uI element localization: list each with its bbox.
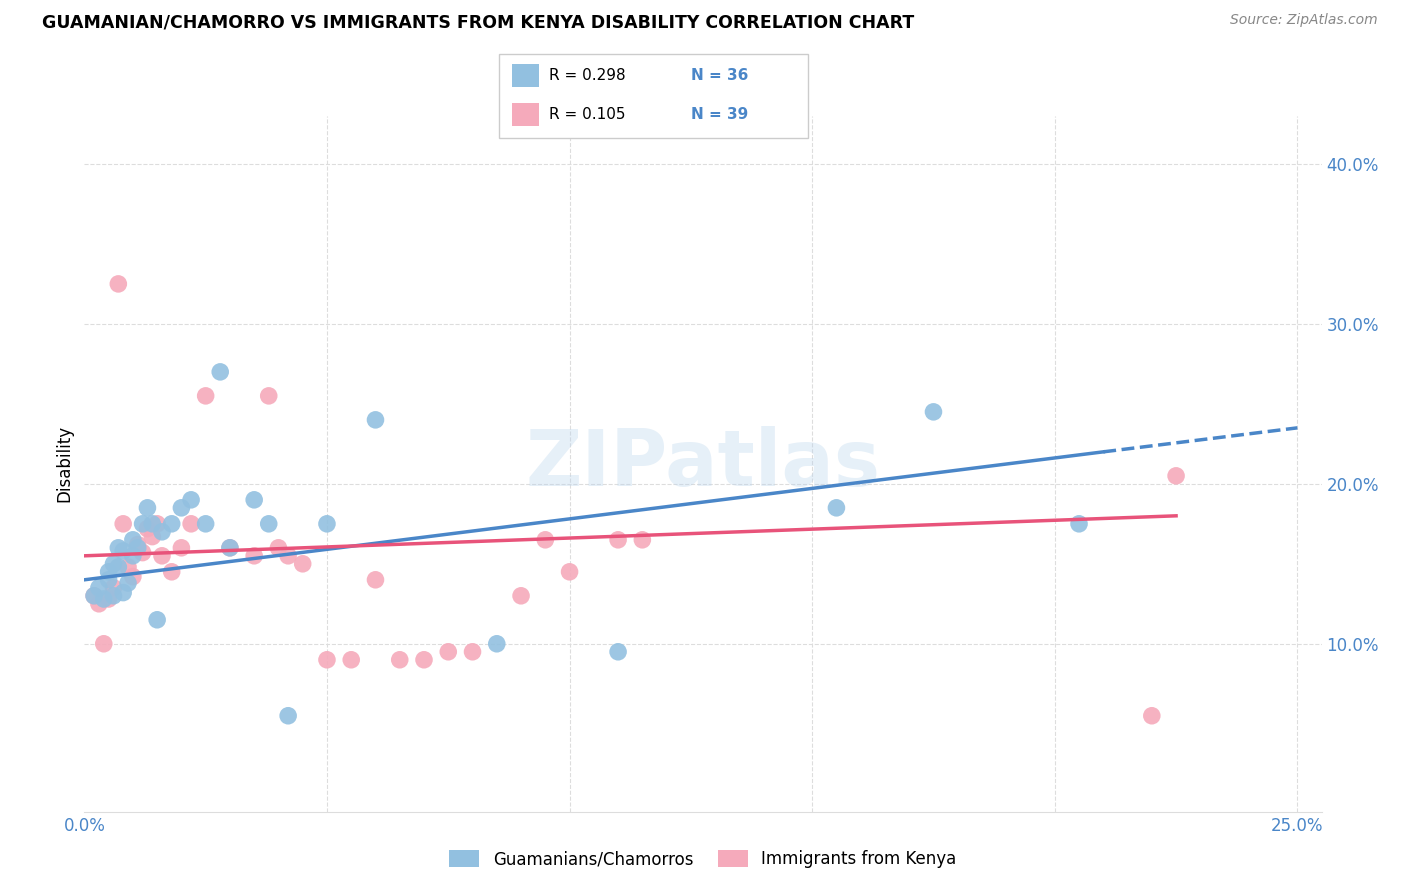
Point (122, 569, 145, 583)
Point (180, 492, 202, 507)
Point (607, 533, 630, 547)
Point (209, 365, 232, 379)
Text: N = 36: N = 36 (690, 68, 748, 83)
Point (257, 516, 280, 531)
Point (117, 576, 139, 591)
Point (141, 530, 163, 544)
Legend: Guamanians/Chamorros, Immigrants from Kenya: Guamanians/Chamorros, Immigrants from Ke… (443, 843, 963, 875)
Point (364, 573, 387, 587)
Point (127, 541, 149, 555)
Point (180, 516, 202, 531)
Point (194, 389, 217, 403)
Point (267, 541, 290, 555)
Point (340, 653, 363, 667)
Point (83, 589, 105, 603)
Point (534, 533, 557, 547)
Point (107, 277, 129, 291)
Text: GUAMANIAN/CHAMORRO VS IMMIGRANTS FROM KENYA DISABILITY CORRELATION CHART: GUAMANIAN/CHAMORRO VS IMMIGRANTS FROM KE… (42, 13, 914, 31)
FancyBboxPatch shape (499, 54, 808, 138)
FancyBboxPatch shape (512, 103, 540, 127)
Point (103, 557, 125, 571)
Point (461, 645, 484, 659)
Point (277, 708, 299, 723)
Text: R = 0.105: R = 0.105 (548, 107, 626, 122)
Point (257, 389, 280, 403)
Point (141, 516, 163, 531)
Text: N = 39: N = 39 (690, 107, 748, 122)
Point (136, 522, 159, 536)
Point (607, 645, 630, 659)
Point (107, 560, 129, 574)
Point (93, 592, 115, 607)
Point (388, 653, 411, 667)
Point (243, 492, 266, 507)
FancyBboxPatch shape (512, 63, 540, 87)
Point (510, 589, 533, 603)
Point (437, 645, 460, 659)
Point (364, 413, 387, 427)
Point (219, 541, 242, 555)
Point (485, 637, 508, 651)
Point (922, 405, 945, 419)
Point (136, 500, 159, 515)
Text: R = 0.298: R = 0.298 (548, 68, 626, 83)
Point (131, 546, 153, 560)
Point (243, 549, 266, 563)
Point (87, 597, 110, 611)
Point (316, 516, 339, 531)
Point (97, 573, 120, 587)
Point (219, 541, 242, 555)
Point (112, 585, 135, 599)
Text: ZIPatlas: ZIPatlas (526, 425, 880, 502)
Point (83, 589, 105, 603)
Point (316, 653, 339, 667)
Point (103, 581, 125, 595)
Point (277, 549, 299, 563)
Point (93, 637, 115, 651)
Point (413, 653, 436, 667)
Point (122, 533, 145, 547)
Point (1140, 708, 1163, 723)
Point (160, 516, 183, 531)
Point (122, 549, 145, 563)
Point (558, 565, 581, 579)
Point (107, 541, 129, 555)
Point (1067, 516, 1090, 531)
Point (97, 592, 120, 607)
Point (146, 516, 169, 531)
Point (150, 549, 173, 563)
Point (194, 516, 217, 531)
Point (97, 565, 120, 579)
Point (112, 544, 135, 558)
Point (825, 500, 848, 515)
Point (170, 500, 193, 515)
Point (150, 524, 173, 539)
Point (117, 560, 139, 574)
Point (170, 541, 193, 555)
Point (291, 557, 314, 571)
Text: Source: ZipAtlas.com: Source: ZipAtlas.com (1230, 13, 1378, 28)
Point (112, 516, 135, 531)
Y-axis label: Disability: Disability (55, 425, 73, 502)
Point (1164, 468, 1187, 483)
Point (146, 613, 169, 627)
Point (87, 581, 110, 595)
Point (631, 533, 654, 547)
Point (127, 538, 149, 552)
Point (160, 565, 183, 579)
Point (103, 589, 125, 603)
Point (131, 516, 153, 531)
